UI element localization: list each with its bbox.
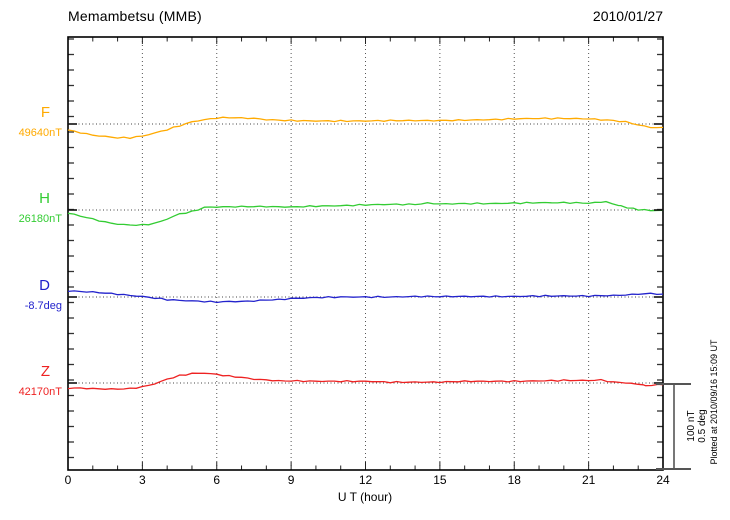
series-D-letter: D [39, 277, 50, 294]
date-label: 2010/01/27 [592, 8, 663, 24]
page-title: Memambetsu (MMB) [68, 8, 202, 24]
scale-bar-label: 100 nT 0.5 deg [686, 409, 708, 442]
plot-frame [67, 36, 664, 471]
series-F-letter: F [40, 104, 50, 121]
x-tick-label-12: 12 [358, 473, 373, 487]
series-H-base-value: 26180nT [18, 213, 62, 225]
series-F-base-value: 49640nT [18, 127, 62, 139]
series-D-base-value: -8.7deg [24, 300, 62, 312]
series-Z-curve [67, 372, 664, 390]
series-H-curve [67, 200, 664, 227]
x-tick-label-9: 9 [287, 473, 295, 487]
scale-bar-deg: 0.5 deg [697, 409, 708, 443]
series-Z-base-value: 42170nT [18, 386, 62, 398]
series-Z-letter: Z [40, 363, 50, 380]
x-tick-label-18: 18 [507, 473, 521, 487]
x-tick-label-15: 15 [433, 473, 447, 487]
x-tick-label-3: 3 [139, 473, 146, 487]
x-tick-label-24: 24 [656, 473, 670, 487]
series-F-curve [67, 116, 664, 140]
series-H-letter: H [39, 190, 50, 207]
x-tick-label-21: 21 [581, 473, 596, 487]
x-axis-title: U T (hour) [337, 490, 393, 504]
x-tick-label-6: 6 [213, 473, 221, 487]
series-D-curve [67, 290, 664, 304]
x-tick-label-0: 0 [64, 473, 72, 487]
scale-bar-nt: 100 nT [686, 410, 697, 442]
plot-note: Plotted at 2010/09/16 15:09 UT [709, 339, 719, 465]
